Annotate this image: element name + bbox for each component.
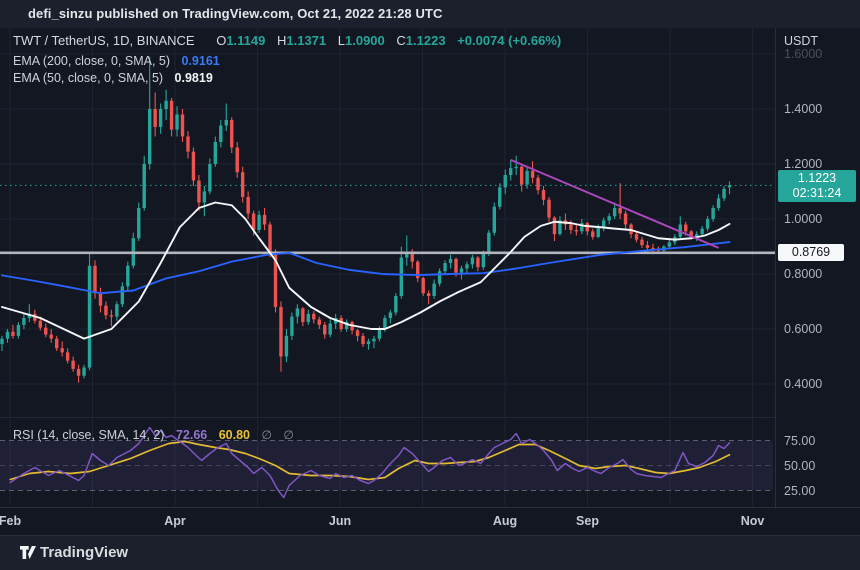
open-label: O xyxy=(216,33,227,48)
rsi-chart-canvas[interactable] xyxy=(0,418,775,506)
publisher-line: defi_sinzu published on TradingView.com,… xyxy=(28,6,443,21)
open-value: 1.1149 xyxy=(226,33,266,48)
level-price-badge: 0.8769 xyxy=(778,244,844,262)
last-price-value: 1.1223 xyxy=(797,170,837,185)
high-value: 1.1371 xyxy=(286,33,327,48)
rsi-ma-value: 60.80 xyxy=(218,428,250,442)
ema50-label: EMA (50, close, 0, SMA, 5) xyxy=(13,71,164,85)
month-label-aug: Aug xyxy=(492,514,518,528)
month-label-feb: Feb xyxy=(0,514,22,528)
time-axis[interactable]: Feb Apr Jun Aug Sep Nov xyxy=(0,507,860,536)
ema200-label: EMA (200, close, 0, SMA, 5) xyxy=(13,54,171,68)
rsi-legend[interactable]: RSI (14, close, SMA, 14, 2) 72.66 60.80 … xyxy=(13,428,294,442)
high-label: H xyxy=(276,33,287,48)
ema200-value: 0.9161 xyxy=(181,54,220,68)
rsi-value: 72.66 xyxy=(175,428,208,442)
brand-name[interactable]: TradingView xyxy=(40,544,129,561)
month-label-nov: Nov xyxy=(740,514,765,528)
close-label: C xyxy=(396,33,406,48)
low-label: L xyxy=(337,33,345,48)
rsi-pane[interactable] xyxy=(0,418,775,506)
rsi-label: RSI (14, close, SMA, 14, 2) xyxy=(13,428,165,442)
rsi-tick-label: 25.00 xyxy=(784,483,816,498)
rsi-band-hidden-icon: ∅ xyxy=(261,428,272,442)
symbol-legend[interactable]: TWT / TetherUS, 1D, BINANCE O1.1149 H1.1… xyxy=(13,33,561,48)
rsi-tick-label: 75.00 xyxy=(784,433,816,448)
price-pane[interactable] xyxy=(0,28,775,417)
ema50-value: 0.9819 xyxy=(174,71,213,85)
ema50-legend[interactable]: EMA (50, close, 0, SMA, 5) 0.9819 xyxy=(13,71,213,85)
publisher-strip: defi_sinzu published on TradingView.com,… xyxy=(0,0,860,28)
month-label-jun: Jun xyxy=(328,514,352,528)
price-tick-label: 1.0000 xyxy=(784,212,823,226)
bar-countdown: 02:31:24 xyxy=(792,186,842,201)
pane-divider[interactable] xyxy=(0,417,775,418)
low-value: 1.0900 xyxy=(345,33,385,48)
tradingview-logo-icon[interactable] xyxy=(20,545,36,560)
price-tick-label: 1.2000 xyxy=(784,157,823,171)
month-label-sep: Sep xyxy=(576,514,599,528)
currency-label: USDT xyxy=(784,34,819,48)
price-tick-label: 1.4000 xyxy=(784,102,823,116)
price-chart-canvas[interactable] xyxy=(0,28,775,417)
rsi-band-hidden-icon: ∅ xyxy=(283,428,294,442)
ema200-legend[interactable]: EMA (200, close, 0, SMA, 5) 0.9161 xyxy=(13,54,220,68)
rsi-tick-label: 50.00 xyxy=(784,458,816,473)
change-value: +0.0074 (+0.66%) xyxy=(457,33,562,48)
price-tick-label: 0.8000 xyxy=(784,267,823,281)
price-tick-label: 0.4000 xyxy=(784,377,823,391)
price-axis[interactable]: USDT 1.1223 02:31:24 0.8769 1.6000 1.4000… xyxy=(775,28,860,507)
footer-bar: TradingView xyxy=(0,535,860,570)
price-tick-label: 0.6000 xyxy=(784,322,823,336)
symbol-title: TWT / TetherUS, 1D, BINANCE xyxy=(13,33,195,48)
price-tick-label: 1.6000 xyxy=(784,47,823,61)
month-label-apr: Apr xyxy=(164,514,186,528)
last-price-badge: 1.1223 02:31:24 xyxy=(778,169,856,202)
close-value: 1.1223 xyxy=(405,33,446,48)
